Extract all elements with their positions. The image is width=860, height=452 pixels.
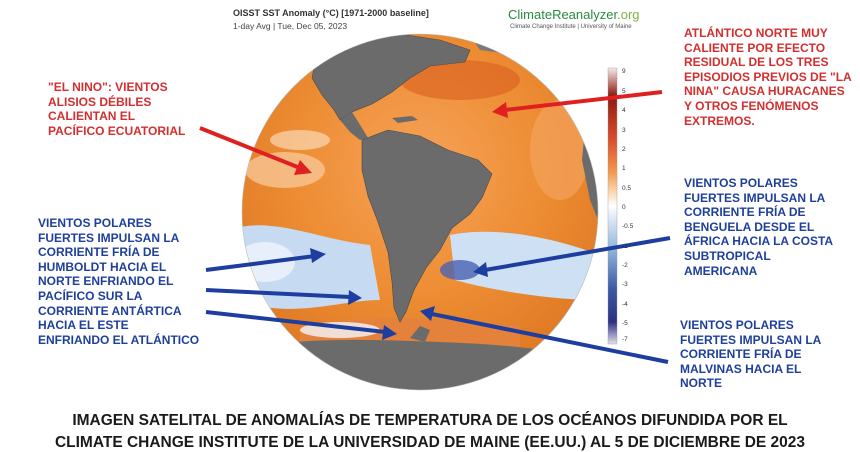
arrow-atlantico-norte <box>492 90 663 118</box>
map-title: OISST SST Anomaly (°C) [1971-2000 baseli… <box>233 8 429 18</box>
brand-main: ClimateReanalyzer <box>508 7 618 22</box>
colorbar-tick: 3 <box>622 126 626 134</box>
caribbean-islands <box>392 116 418 123</box>
map-subtitle: 1-day Avg | Tue, Dec 05, 2023 <box>233 21 348 31</box>
colorbar-tick: -5 <box>622 320 628 327</box>
south-america-land <box>361 129 493 323</box>
central-america-land <box>340 112 368 140</box>
arrow-benguela <box>473 236 671 277</box>
caption-line-1: IMAGEN SATELITAL DE ANOMALÍAS DE TEMPERA… <box>72 412 788 429</box>
caption-line-2: CLIMATE CHANGE INSTITUTE DE LA UNIVERSID… <box>54 434 806 451</box>
colorbar-tick: -1 <box>622 242 628 250</box>
colorbar-tick: -2 <box>622 262 628 269</box>
arrow-antarctic <box>205 310 397 340</box>
annotation-malvinas: VIENTOS POLARES FUERTES IMPULSAN LA CORR… <box>680 318 822 391</box>
globe-ocean <box>242 34 598 390</box>
colorbar-tick: 4 <box>622 107 626 115</box>
arrow-malvinas <box>420 306 669 364</box>
colorbar-tick: -4 <box>622 300 628 308</box>
brand-tld: .org <box>617 7 640 22</box>
colorbar-tick-top: 9 <box>622 68 626 75</box>
cold-atlantic-region <box>450 231 598 300</box>
antarctica-land <box>242 339 598 390</box>
colorbar-tick: 5 <box>622 88 626 95</box>
north-america-land <box>311 34 471 121</box>
annotation-humboldt: VIENTOS POLARES FUERTES IMPULSAN LA CORR… <box>38 216 200 347</box>
antarctic-peninsula <box>410 326 430 342</box>
brand-logo: ClimateReanalyzer.org <box>508 7 640 22</box>
arrow-humboldt-1 <box>205 248 326 272</box>
colorbar <box>607 67 618 345</box>
arrow-el-nino <box>199 126 312 175</box>
colorbar-tick: 2 <box>622 146 626 153</box>
colorbar-tick: -3 <box>622 281 628 289</box>
colorbar-tick: 0.5 <box>622 184 632 192</box>
annotation-benguela: VIENTOS POLARES FUERTES IMPULSAN LA CORR… <box>684 176 834 278</box>
annotation-atlantico-norte: ATLÁNTICO NORTE MUY CALIENTE POR EFECTO … <box>684 26 852 128</box>
colorbar-tick-bottom: -7 <box>622 336 628 343</box>
annotation-el-nino: "EL NINO": VIENTOS ALISIOS DÉBILES CALIE… <box>48 80 186 138</box>
arrow-humboldt-2 <box>205 288 362 305</box>
colorbar-tick: 1 <box>622 165 626 173</box>
brand-subtitle: Climate Change Institute | University of… <box>510 24 632 30</box>
colorbar-tick: -0.5 <box>622 223 634 231</box>
colorbar-tick: 0 <box>622 204 626 211</box>
colorbar-ticks: 9 -7 5 4 3 2 1 0.5 0 -0.5 -1 -2 -3 -4 -5 <box>622 66 642 356</box>
